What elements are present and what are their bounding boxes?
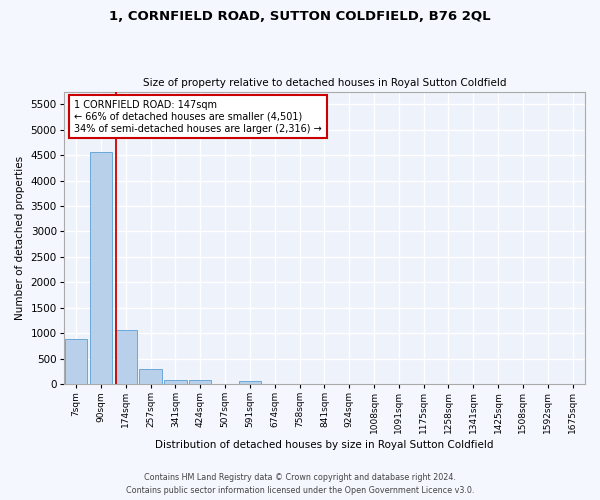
Text: 1 CORNFIELD ROAD: 147sqm
← 66% of detached houses are smaller (4,501)
34% of sem: 1 CORNFIELD ROAD: 147sqm ← 66% of detach… xyxy=(74,100,322,134)
X-axis label: Distribution of detached houses by size in Royal Sutton Coldfield: Distribution of detached houses by size … xyxy=(155,440,494,450)
Bar xyxy=(164,380,187,384)
Bar xyxy=(115,330,137,384)
Bar xyxy=(65,339,88,384)
Bar xyxy=(139,369,162,384)
Bar xyxy=(90,152,112,384)
Text: Contains HM Land Registry data © Crown copyright and database right 2024.
Contai: Contains HM Land Registry data © Crown c… xyxy=(126,474,474,495)
Title: Size of property relative to detached houses in Royal Sutton Coldfield: Size of property relative to detached ho… xyxy=(143,78,506,88)
Bar xyxy=(239,381,261,384)
Text: 1, CORNFIELD ROAD, SUTTON COLDFIELD, B76 2QL: 1, CORNFIELD ROAD, SUTTON COLDFIELD, B76… xyxy=(109,10,491,23)
Y-axis label: Number of detached properties: Number of detached properties xyxy=(15,156,25,320)
Bar xyxy=(189,380,211,384)
